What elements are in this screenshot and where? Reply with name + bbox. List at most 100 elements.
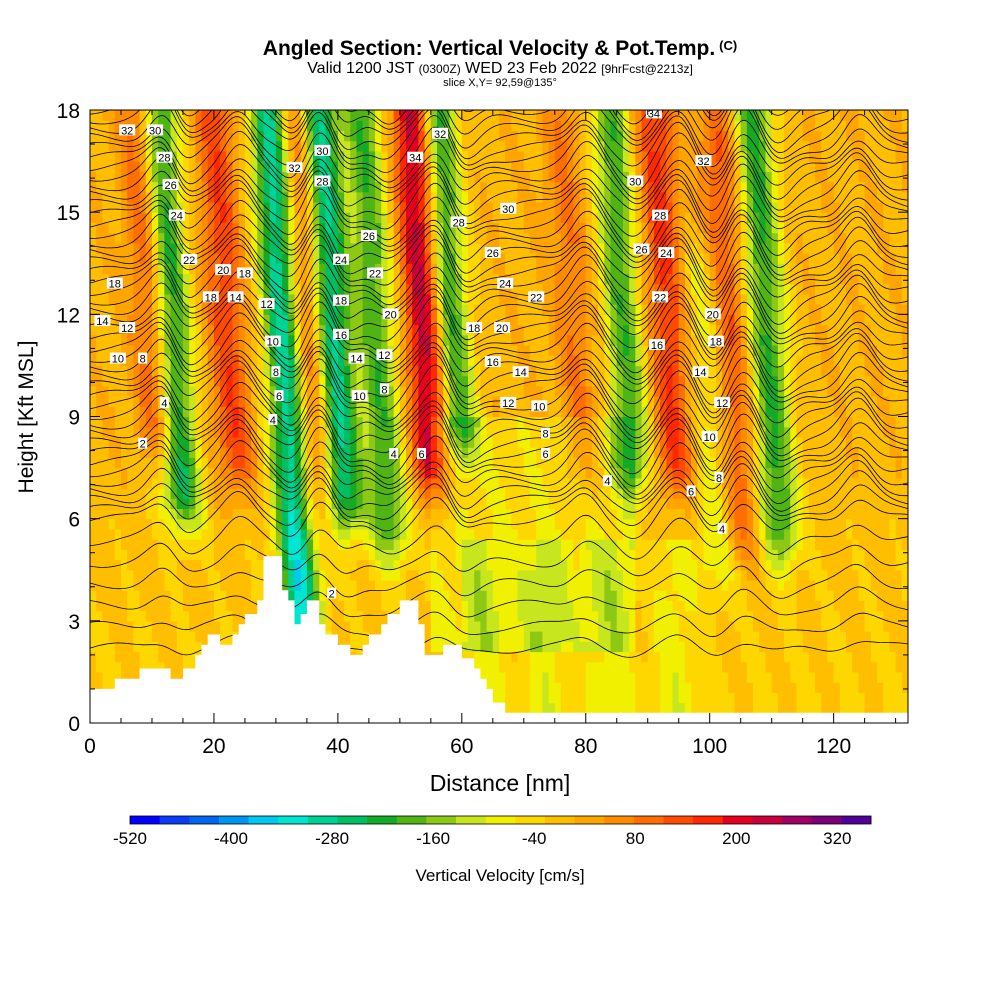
- velocity-cell: [560, 508, 568, 520]
- velocity-cell: [170, 518, 178, 530]
- velocity-cell: [424, 610, 432, 622]
- velocity-cell: [375, 253, 382, 264]
- velocity-cell: [381, 406, 389, 418]
- velocity-cell: [368, 324, 376, 336]
- velocity-cell: [418, 539, 426, 550]
- velocity-cell: [517, 273, 525, 285]
- velocity-cell: [474, 375, 482, 387]
- velocity-cell: [201, 242, 209, 254]
- velocity-cell: [573, 447, 581, 458]
- velocity-cell: [164, 273, 172, 285]
- velocity-cell: [151, 365, 159, 377]
- velocity-cell: [542, 498, 550, 510]
- velocity-cell: [133, 579, 141, 591]
- velocity-cell: [461, 426, 469, 438]
- velocity-cell: [145, 253, 153, 264]
- velocity-cell: [579, 283, 587, 295]
- velocity-cell: [213, 242, 221, 254]
- velocity-cell: [461, 467, 469, 479]
- velocity-cell: [486, 201, 494, 213]
- velocity-cell: [375, 426, 382, 438]
- velocity-cell: [517, 344, 525, 356]
- velocity-cell: [96, 120, 103, 132]
- velocity-cell: [412, 447, 420, 458]
- velocity-cell: [523, 569, 531, 581]
- velocity-cell: [114, 579, 122, 591]
- velocity-cell: [313, 518, 320, 530]
- velocity-cell: [492, 191, 500, 203]
- velocity-cell: [536, 692, 543, 704]
- velocity-cell: [133, 539, 141, 550]
- velocity-cell: [375, 324, 382, 336]
- velocity-cell: [220, 396, 227, 407]
- velocity-cell: [492, 365, 500, 377]
- velocity-cell: [220, 344, 227, 356]
- velocity-cell: [406, 559, 413, 571]
- velocity-cell: [573, 416, 581, 428]
- velocity-cell: [511, 447, 519, 458]
- velocity-cell: [529, 140, 537, 152]
- velocity-cell: [176, 171, 184, 183]
- velocity-cell: [189, 661, 196, 673]
- velocity-cell: [282, 457, 289, 469]
- velocity-cell: [151, 661, 159, 673]
- velocity-cell: [437, 620, 444, 632]
- velocity-cell: [244, 590, 252, 601]
- velocity-cell: [406, 201, 413, 213]
- velocity-cell: [449, 518, 457, 530]
- velocity-cell: [536, 110, 543, 121]
- velocity-cell: [350, 549, 358, 561]
- velocity-cell: [226, 130, 234, 142]
- velocity-cell: [381, 334, 389, 346]
- velocity-cell: [567, 191, 574, 203]
- velocity-cell: [461, 610, 469, 622]
- velocity-cell: [598, 610, 605, 622]
- velocity-field: [90, 110, 908, 723]
- velocity-cell: [529, 150, 537, 162]
- velocity-cell: [536, 457, 543, 469]
- velocity-cell: [598, 293, 605, 305]
- velocity-cell: [114, 559, 122, 571]
- velocity-cell: [220, 416, 227, 428]
- velocity-cell: [517, 600, 525, 612]
- velocity-cell: [108, 161, 116, 172]
- velocity-cell: [406, 426, 413, 438]
- velocity-cell: [90, 498, 97, 510]
- velocity-cell: [505, 304, 512, 315]
- velocity-cell: [443, 355, 451, 367]
- velocity-cell: [406, 304, 413, 315]
- velocity-cell: [399, 559, 407, 571]
- velocity-cell: [151, 140, 159, 152]
- velocity-cell: [424, 120, 432, 132]
- velocity-cell: [505, 355, 512, 367]
- velocity-cell: [226, 620, 234, 632]
- velocity-cell: [257, 488, 265, 499]
- velocity-cell: [269, 447, 277, 458]
- velocity-cell: [120, 232, 128, 244]
- velocity-cell: [505, 140, 512, 152]
- velocity-cell: [96, 365, 103, 377]
- velocity-cell: [387, 355, 395, 367]
- velocity-cell: [573, 682, 581, 693]
- velocity-cell: [220, 569, 227, 581]
- velocity-cell: [449, 467, 457, 479]
- velocity-cell: [387, 426, 395, 438]
- velocity-cell: [567, 467, 574, 479]
- velocity-cell: [449, 191, 457, 203]
- velocity-cell: [114, 201, 122, 213]
- velocity-cell: [133, 171, 141, 183]
- velocity-cell: [294, 467, 302, 479]
- velocity-cell: [443, 110, 451, 121]
- velocity-cell: [213, 488, 221, 499]
- velocity-cell: [492, 436, 500, 448]
- velocity-cell: [182, 436, 190, 448]
- velocity-cell: [139, 242, 147, 254]
- velocity-cell: [189, 130, 196, 142]
- velocity-cell: [449, 620, 457, 632]
- velocity-cell: [560, 120, 568, 132]
- velocity-cell: [468, 600, 475, 612]
- velocity-cell: [114, 457, 122, 469]
- velocity-cell: [244, 253, 252, 264]
- velocity-cell: [443, 416, 451, 428]
- velocity-cell: [257, 436, 265, 448]
